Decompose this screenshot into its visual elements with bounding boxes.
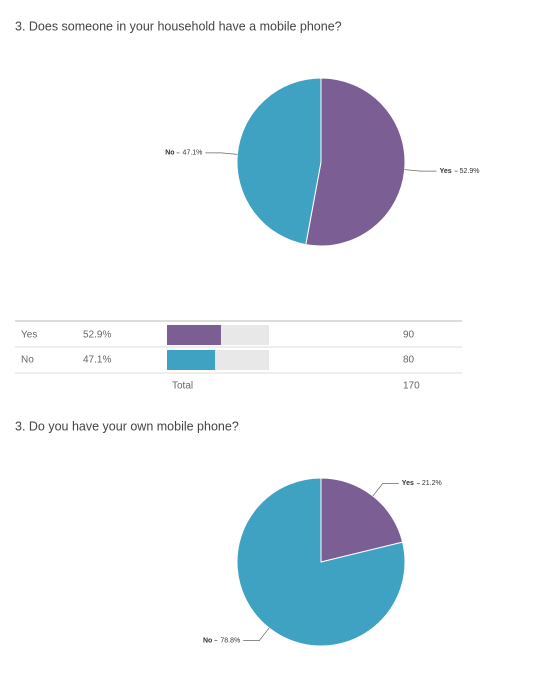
leader-line bbox=[404, 169, 437, 172]
bar bbox=[167, 350, 216, 370]
answer: Yes bbox=[21, 330, 37, 341]
pie-slice bbox=[320, 477, 404, 563]
leader-line bbox=[205, 152, 238, 155]
slice-value: 47.1% bbox=[183, 150, 203, 157]
pie-slice bbox=[236, 477, 406, 647]
pie-slice bbox=[305, 77, 406, 247]
leader-line bbox=[243, 627, 270, 641]
slice-value: 52.9% bbox=[460, 168, 480, 175]
slice-value: 78.8% bbox=[220, 637, 240, 644]
slice-label: No bbox=[203, 637, 212, 644]
count: 80 bbox=[403, 355, 415, 366]
percent: 47.1% bbox=[83, 355, 111, 366]
slice-label: Yes bbox=[402, 480, 414, 487]
answer: No bbox=[21, 355, 34, 366]
slice-value: 21.2% bbox=[422, 480, 442, 487]
question-title: 3. Does someone in your household have a… bbox=[15, 19, 342, 33]
pie-slice bbox=[236, 77, 322, 246]
slice-label: Yes bbox=[440, 168, 452, 175]
bar bbox=[167, 325, 221, 345]
question-title: 3. Do you have your own mobile phone? bbox=[15, 419, 239, 433]
count: 90 bbox=[403, 330, 415, 341]
total-label: Total bbox=[172, 381, 193, 392]
slice-label: No bbox=[165, 150, 174, 157]
leader-line bbox=[372, 483, 399, 497]
total: 170 bbox=[403, 381, 420, 392]
percent: 52.9% bbox=[83, 330, 111, 341]
